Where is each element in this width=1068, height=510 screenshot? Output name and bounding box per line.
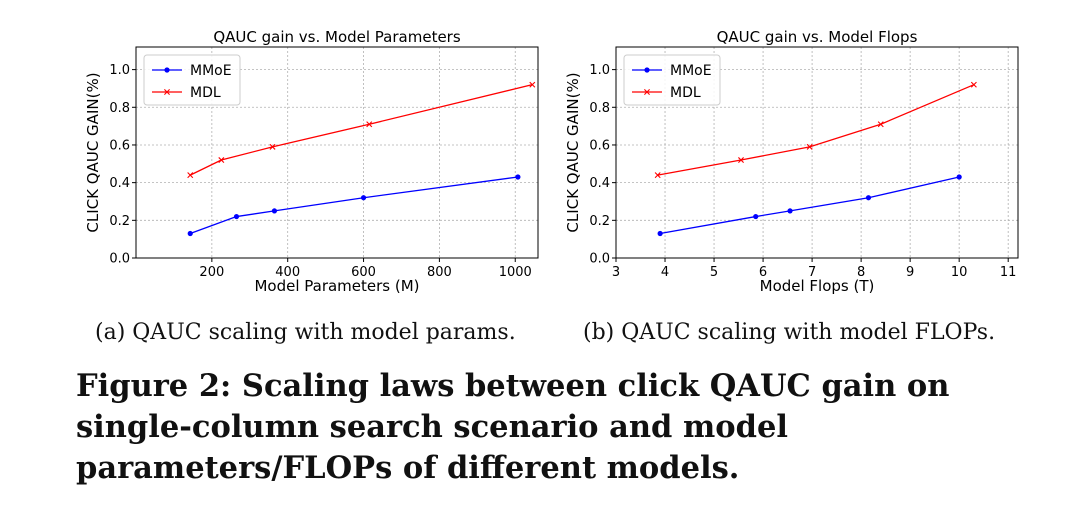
x-tick-label: 10 <box>951 265 968 280</box>
data-point <box>956 174 962 180</box>
y-tick-label: 0.0 <box>589 252 610 267</box>
figure-charts: 200 400 600 800 1000 0.0 0.2 0.4 0.6 0.8 1.0 QAUC g… <box>84 28 1019 295</box>
x-tick-label: 400 <box>275 265 300 280</box>
x-axis-label: Model Parameters (M) <box>254 277 419 295</box>
data-point <box>218 157 225 164</box>
data-point <box>187 172 194 179</box>
series-line <box>660 176 960 235</box>
series-mmoe <box>657 174 962 237</box>
data-point <box>187 230 193 237</box>
data-point <box>787 208 793 214</box>
x-tick-label: 5 <box>710 265 718 280</box>
data-point <box>360 195 367 201</box>
y-tick-label: 0.4 <box>589 176 610 191</box>
x-tick-label: 200 <box>199 265 224 280</box>
data-point <box>529 81 536 88</box>
data-point <box>657 230 663 237</box>
data-point <box>269 143 276 150</box>
data-point <box>970 81 977 88</box>
data-point <box>738 157 745 164</box>
chart-title: QAUC gain vs. Model Parameters <box>213 28 461 46</box>
data-point <box>877 121 884 128</box>
figure-caption: Figure 2: Scaling laws between click QAU… <box>76 368 950 486</box>
y-axis-label: CLICK QAUC GAIN(%) <box>564 72 582 232</box>
data-point <box>233 213 240 220</box>
data-point <box>654 172 661 179</box>
chart-2: 3 4 5 6 7 8 9 10 11 0.0 0.2 0.4 0.6 0.8 1.0 QAUC gain v… <box>564 28 1019 295</box>
x-tick-label: 11 <box>1000 265 1017 280</box>
series-line <box>189 84 533 176</box>
y-tick-label: 0.8 <box>109 101 130 116</box>
legend-label: MMoE <box>670 63 712 79</box>
data-point <box>865 195 872 201</box>
legend: MMoE MDL <box>143 54 241 106</box>
x-tick-label: 9 <box>906 265 914 280</box>
chart-1: 200 400 600 800 1000 0.0 0.2 0.4 0.6 0.8 1.0 QAUC g… <box>84 28 539 295</box>
subcaption-b: (b) QAUC scaling with model FLOPs. <box>583 320 996 345</box>
x-axis-label: Model Flops (T) <box>760 277 875 295</box>
x-tick-label: 8 <box>857 265 865 280</box>
y-tick-label: 0.4 <box>109 176 130 191</box>
legend: MMoE MDL <box>623 54 721 106</box>
y-tick-label: 0.6 <box>109 138 130 153</box>
y-tick-label: 0.6 <box>589 138 610 153</box>
data-point <box>806 143 813 150</box>
y-tick-label: 0.2 <box>589 214 610 229</box>
y-tick-label: 1.0 <box>589 63 610 78</box>
subcaption-a: (a) QAUC scaling with model params. <box>95 320 516 345</box>
legend-marker <box>164 89 170 95</box>
data-point <box>515 174 521 180</box>
data-point <box>366 121 373 128</box>
x-tick-label: 4 <box>661 265 669 280</box>
y-tick-label: 1.0 <box>109 63 130 78</box>
legend-label: MDL <box>190 85 221 101</box>
x-tick-label: 600 <box>351 265 376 280</box>
chart-title: QAUC gain vs. Model Flops <box>717 28 918 46</box>
x-tick-label: 6 <box>759 265 767 280</box>
y-tick-label: 0.0 <box>109 252 130 267</box>
legend-marker <box>164 67 170 73</box>
x-tick-label: 800 <box>427 265 452 280</box>
y-tick-label: 0.8 <box>589 101 610 116</box>
plot-frame <box>615 46 1019 259</box>
data-point <box>271 208 278 214</box>
y-tick-label: 0.2 <box>109 214 130 229</box>
x-tick-label: 3 <box>612 265 620 280</box>
series-mdl <box>187 81 536 179</box>
y-axis-label: CLICK QAUC GAIN(%) <box>84 72 102 232</box>
x-tick-label: 7 <box>808 265 816 280</box>
series-mmoe <box>187 174 521 237</box>
x-tick-label: 1000 <box>499 265 532 280</box>
plot-frame <box>135 46 539 259</box>
data-point <box>753 213 759 220</box>
series-line <box>190 176 518 235</box>
legend-label: MDL <box>670 85 701 101</box>
legend-label: MMoE <box>190 63 232 79</box>
legend-marker <box>644 67 650 73</box>
legend-marker <box>644 89 650 95</box>
series-mdl <box>654 81 977 179</box>
